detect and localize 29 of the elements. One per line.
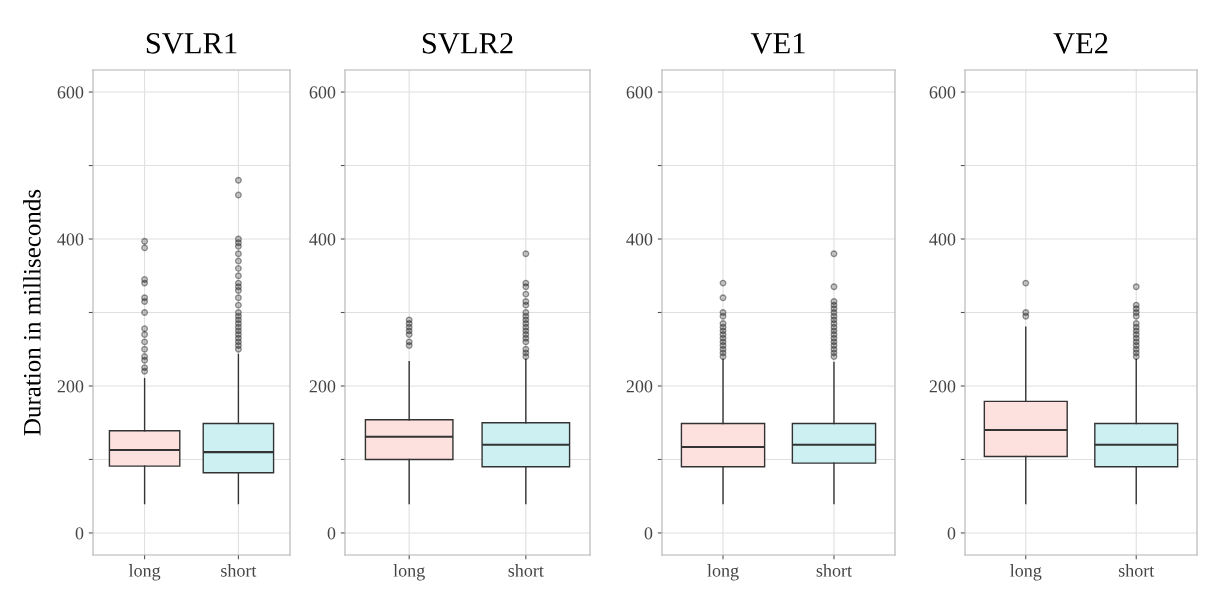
chart-title: SVLR2 — [422, 33, 513, 54]
y-tick-label: 400 — [57, 233, 84, 246]
chart-title: VE1 — [750, 33, 805, 54]
y-tick-label: 0 — [327, 527, 336, 540]
x-tick-label: long — [1010, 564, 1042, 581]
y-tick-label: 200 — [626, 380, 653, 393]
chart-title: VE2 — [1053, 33, 1108, 54]
y-tick-label: 0 — [644, 527, 653, 540]
x-tick-label: short — [816, 564, 852, 577]
y-tick-label: 600 — [309, 86, 336, 99]
x-tick-label: short — [508, 564, 544, 577]
x-tick-label: long — [393, 564, 425, 581]
y-tick-label: 0 — [75, 527, 84, 540]
y-tick-label: 600 — [929, 86, 956, 99]
y-tick-label: 0 — [947, 527, 956, 540]
y-tick-label: 600 — [57, 86, 84, 99]
x-tick-label: short — [221, 564, 257, 577]
chart-title: SVLR1 — [146, 33, 237, 54]
x-tick-label: short — [1118, 564, 1155, 577]
y-tick-label: 600 — [626, 86, 653, 99]
y-tick-label: 200 — [57, 380, 84, 393]
x-tick-label: long — [707, 564, 739, 581]
y-tick-label: 400 — [626, 233, 653, 246]
y-tick-label: 200 — [309, 380, 336, 393]
x-tick-label: long — [128, 564, 161, 581]
y-axis-title: Duration in milliseconds — [23, 189, 41, 436]
y-tick-label: 400 — [309, 233, 336, 246]
y-tick-label: 200 — [929, 380, 956, 393]
y-tick-label: 400 — [929, 233, 956, 246]
